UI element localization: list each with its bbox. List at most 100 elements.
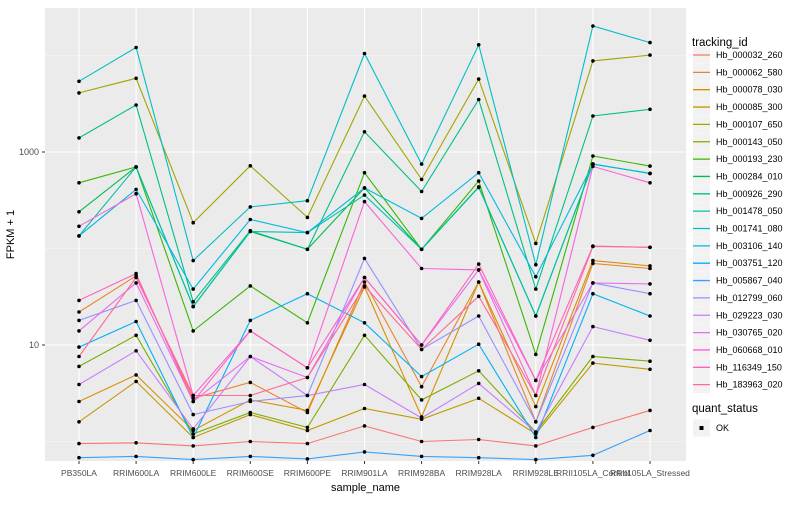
data-point bbox=[305, 393, 310, 398]
data-point bbox=[534, 430, 538, 434]
data-point bbox=[648, 264, 652, 268]
data-point bbox=[134, 333, 138, 338]
data-point bbox=[191, 287, 195, 291]
data-point bbox=[648, 164, 652, 168]
data-point bbox=[591, 244, 595, 249]
legend-label: Hb_116349_150 bbox=[716, 362, 782, 372]
data-point bbox=[419, 416, 424, 420]
data-point bbox=[534, 393, 538, 398]
data-point bbox=[591, 361, 595, 365]
legend-label: Hb_000107_650 bbox=[716, 119, 783, 129]
data-point bbox=[248, 164, 253, 168]
data-point bbox=[476, 381, 481, 386]
data-point bbox=[362, 256, 367, 261]
data-point bbox=[134, 191, 138, 196]
data-point bbox=[362, 382, 367, 387]
data-point bbox=[362, 321, 367, 325]
data-point bbox=[648, 245, 652, 250]
data-point bbox=[191, 304, 195, 309]
data-point bbox=[191, 435, 195, 440]
data-point bbox=[134, 319, 138, 324]
data-point bbox=[476, 97, 481, 102]
data-point bbox=[476, 268, 481, 272]
x-tick-label: RRII105LA_Control bbox=[556, 468, 630, 478]
data-point bbox=[191, 432, 195, 436]
data-point bbox=[648, 171, 652, 176]
data-point bbox=[362, 275, 367, 280]
data-point bbox=[248, 393, 253, 398]
data-point bbox=[419, 454, 424, 459]
data-point bbox=[305, 441, 310, 446]
data-point bbox=[248, 354, 253, 359]
data-point bbox=[648, 53, 652, 57]
data-point bbox=[591, 154, 595, 158]
data-point bbox=[305, 215, 310, 220]
data-point bbox=[248, 454, 253, 459]
legend-label: Hb_000926_290 bbox=[716, 189, 783, 199]
data-point bbox=[362, 170, 367, 175]
data-point bbox=[648, 367, 652, 372]
legend-label: Hb_183963_020 bbox=[716, 380, 783, 390]
ok-point-marker bbox=[699, 426, 704, 430]
data-point bbox=[77, 181, 81, 185]
data-point bbox=[476, 396, 481, 401]
data-point bbox=[77, 455, 81, 460]
data-point bbox=[305, 408, 310, 413]
data-point bbox=[305, 230, 310, 235]
data-point bbox=[77, 345, 81, 349]
data-point bbox=[648, 314, 652, 318]
data-point bbox=[362, 406, 367, 411]
data-point bbox=[476, 342, 481, 347]
legend-label: Hb_000062_580 bbox=[716, 67, 783, 77]
data-point bbox=[534, 274, 538, 279]
plot-panel bbox=[45, 8, 686, 461]
y-axis-title: FPKM + 1 bbox=[5, 210, 17, 259]
data-point bbox=[191, 399, 195, 404]
data-point bbox=[248, 399, 253, 404]
data-point bbox=[591, 261, 595, 266]
data-point bbox=[534, 378, 538, 383]
data-point bbox=[248, 380, 253, 385]
data-point bbox=[362, 94, 367, 98]
data-point bbox=[476, 179, 481, 183]
data-point bbox=[591, 324, 595, 329]
x-tick-label: RRIM600SE bbox=[227, 468, 275, 478]
data-point bbox=[248, 329, 253, 333]
data-point bbox=[476, 77, 481, 81]
data-point bbox=[362, 450, 367, 454]
x-tick-label: RRIM600LE bbox=[170, 468, 217, 478]
data-point bbox=[191, 427, 195, 431]
data-point bbox=[77, 318, 81, 323]
data-point bbox=[591, 453, 595, 458]
data-point bbox=[134, 275, 138, 280]
data-point bbox=[248, 410, 253, 415]
data-point bbox=[419, 384, 424, 389]
data-point bbox=[648, 282, 652, 286]
data-point bbox=[419, 398, 424, 402]
legend-label: Hb_005867_040 bbox=[716, 276, 783, 286]
data-point bbox=[77, 91, 81, 95]
data-point bbox=[534, 241, 538, 246]
data-point bbox=[648, 107, 652, 112]
data-point bbox=[191, 300, 195, 304]
data-point bbox=[476, 369, 481, 373]
data-point bbox=[362, 424, 367, 428]
legend-label: Hb_003751_120 bbox=[716, 258, 783, 268]
data-point bbox=[305, 428, 310, 433]
legend-label: Hb_000085_300 bbox=[716, 102, 783, 112]
data-point bbox=[134, 281, 138, 285]
data-point bbox=[134, 373, 138, 377]
data-point bbox=[419, 347, 424, 352]
data-point bbox=[648, 291, 652, 296]
data-point bbox=[191, 329, 195, 333]
data-point bbox=[134, 165, 138, 169]
data-point bbox=[534, 420, 538, 424]
data-point bbox=[134, 454, 138, 459]
y-tick-label: 10 bbox=[29, 340, 39, 350]
x-tick-label: RRIM928BA bbox=[398, 468, 446, 478]
data-point bbox=[191, 444, 195, 448]
data-point bbox=[534, 287, 538, 291]
data-point bbox=[476, 280, 481, 284]
